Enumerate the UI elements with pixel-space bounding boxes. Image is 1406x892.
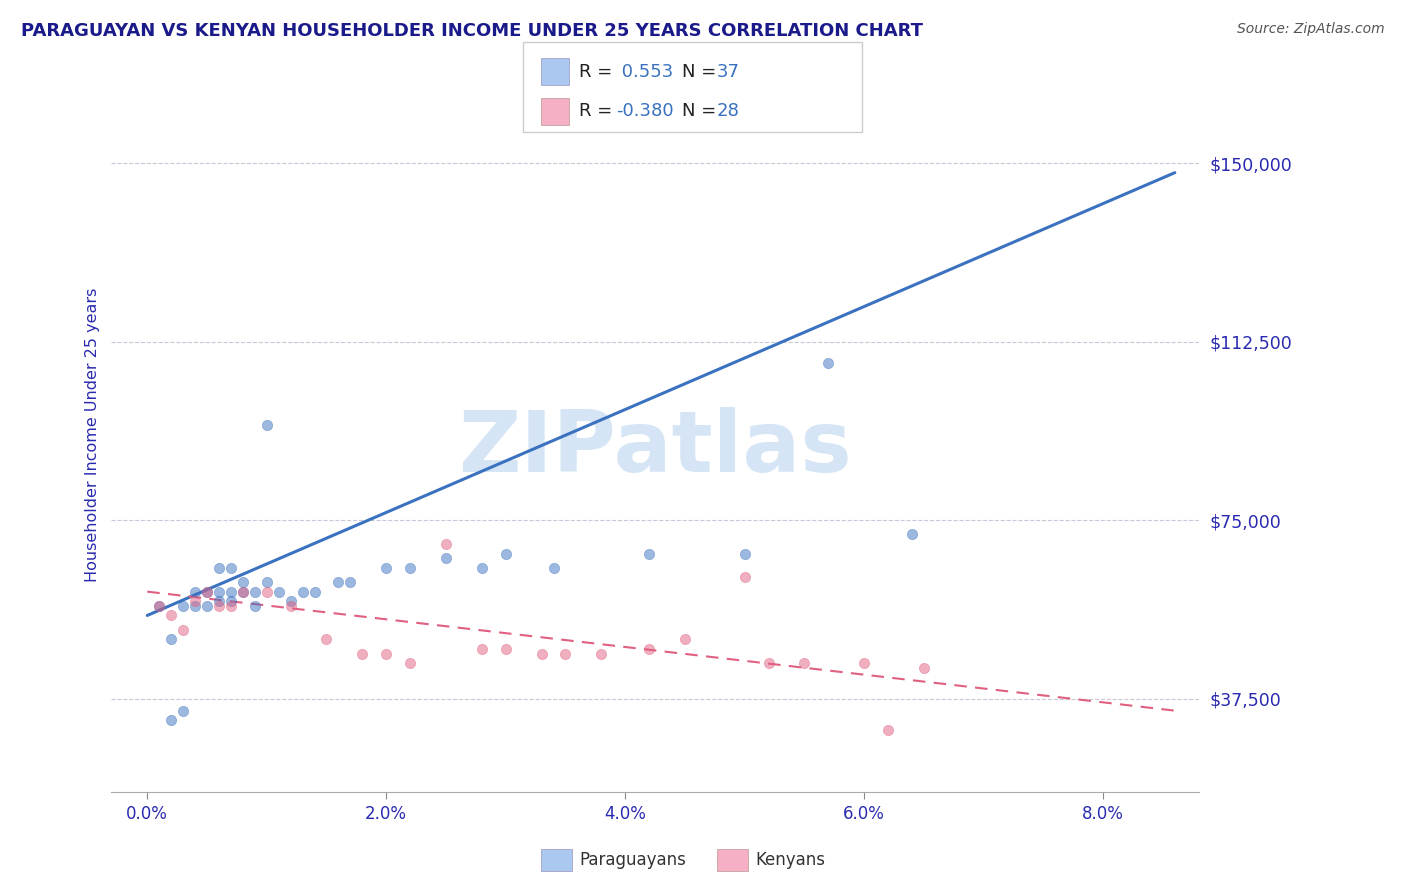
Point [554, 647, 576, 661]
Point [243, 599, 266, 613]
Point [315, 632, 337, 647]
Point [495, 641, 517, 656]
Point [208, 561, 231, 575]
Point [495, 547, 517, 561]
Point [280, 599, 302, 613]
Point [148, 599, 170, 613]
Text: ZIPatlas: ZIPatlas [458, 408, 852, 491]
Point [434, 537, 457, 551]
Point [471, 641, 494, 656]
Point [758, 656, 780, 670]
Point [280, 594, 302, 608]
Text: N =: N = [682, 103, 721, 120]
Point [232, 584, 254, 599]
Point [256, 575, 278, 590]
Point [208, 584, 231, 599]
Point [172, 599, 194, 613]
Point [195, 599, 218, 613]
Text: PARAGUAYAN VS KENYAN HOUSEHOLDER INCOME UNDER 25 YEARS CORRELATION CHART: PARAGUAYAN VS KENYAN HOUSEHOLDER INCOME … [21, 22, 924, 40]
Point [328, 575, 350, 590]
Point [232, 584, 254, 599]
Y-axis label: Householder Income Under 25 years: Householder Income Under 25 years [86, 287, 100, 582]
Point [219, 599, 242, 613]
Point [543, 561, 565, 575]
Text: Kenyans: Kenyans [755, 851, 825, 869]
Point [817, 356, 839, 370]
Text: R =: R = [579, 103, 619, 120]
Point [912, 661, 935, 675]
Point [399, 561, 422, 575]
Point [375, 561, 398, 575]
Point [243, 584, 266, 599]
Point [219, 594, 242, 608]
Text: Paraguayans: Paraguayans [579, 851, 686, 869]
Point [160, 713, 183, 727]
Point [195, 584, 218, 599]
Point [172, 704, 194, 718]
Point [734, 570, 756, 584]
Text: 37: 37 [717, 62, 740, 80]
Point [256, 584, 278, 599]
Point [638, 641, 661, 656]
Text: Source: ZipAtlas.com: Source: ZipAtlas.com [1237, 22, 1385, 37]
Point [160, 632, 183, 647]
Point [375, 647, 398, 661]
Point [734, 547, 756, 561]
Point [172, 623, 194, 637]
Point [638, 547, 661, 561]
Point [208, 599, 231, 613]
Point [232, 575, 254, 590]
Point [591, 647, 613, 661]
Point [208, 594, 231, 608]
Point [184, 599, 207, 613]
Point [434, 551, 457, 566]
Point [673, 632, 696, 647]
Point [901, 527, 924, 541]
Point [530, 647, 553, 661]
Text: -0.380: -0.380 [616, 103, 673, 120]
Point [399, 656, 422, 670]
Point [471, 561, 494, 575]
Point [877, 723, 900, 737]
Text: N =: N = [682, 62, 721, 80]
Point [793, 656, 815, 670]
Point [148, 599, 170, 613]
Point [184, 594, 207, 608]
Point [304, 584, 326, 599]
Text: 0.553: 0.553 [616, 62, 673, 80]
Point [195, 584, 218, 599]
Point [853, 656, 876, 670]
Point [160, 608, 183, 623]
Text: 28: 28 [717, 103, 740, 120]
Point [291, 584, 314, 599]
Point [219, 561, 242, 575]
Point [256, 417, 278, 432]
Point [339, 575, 361, 590]
Text: R =: R = [579, 62, 619, 80]
Point [219, 584, 242, 599]
Point [352, 647, 374, 661]
Point [267, 584, 290, 599]
Point [184, 584, 207, 599]
